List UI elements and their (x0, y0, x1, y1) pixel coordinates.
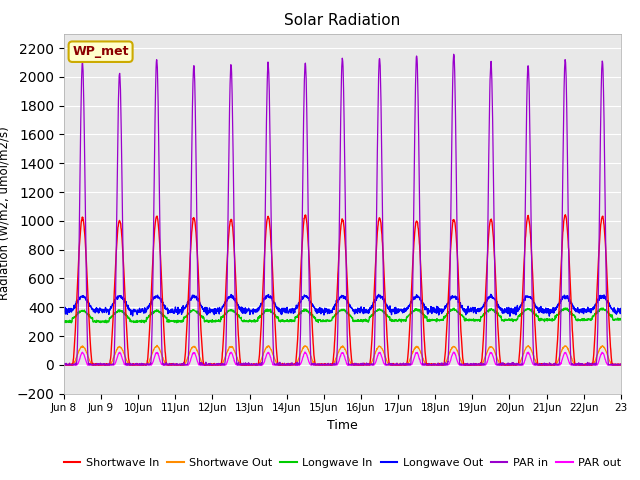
Text: WP_met: WP_met (72, 45, 129, 58)
X-axis label: Time: Time (327, 419, 358, 432)
Title: Solar Radiation: Solar Radiation (284, 13, 401, 28)
Y-axis label: Radiation (W/m2, umol/m2/s): Radiation (W/m2, umol/m2/s) (0, 127, 11, 300)
Legend: Shortwave In, Shortwave Out, Longwave In, Longwave Out, PAR in, PAR out: Shortwave In, Shortwave Out, Longwave In… (59, 453, 626, 472)
